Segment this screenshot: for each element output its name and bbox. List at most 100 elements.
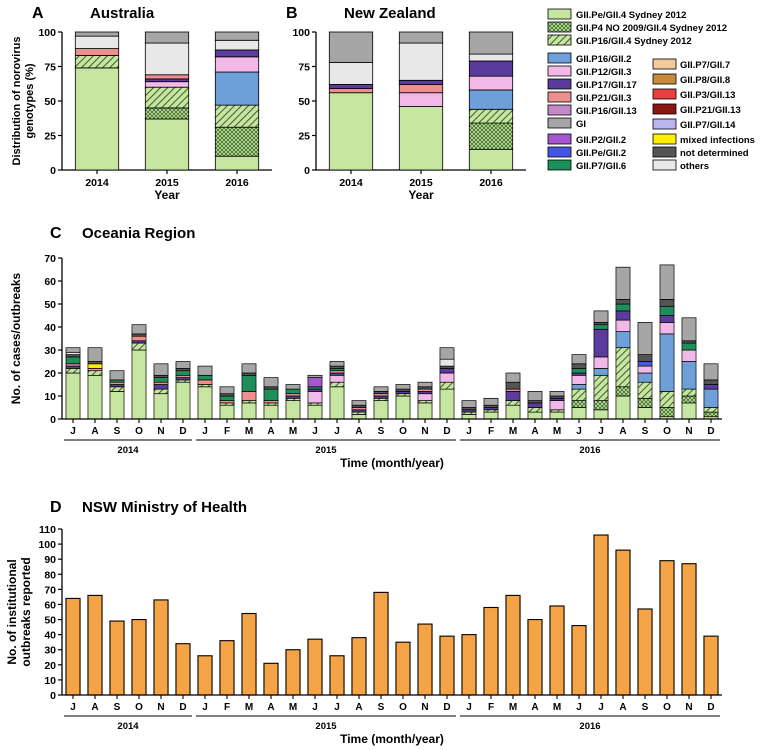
- bar-segment-sydney2012: [307, 404, 323, 420]
- bar-segment-sydney2012: [144, 118, 190, 171]
- x-tick-label: J: [334, 702, 340, 713]
- legend: GII.Pe/GII.4 Sydney 2012 GII.P4 NO 2009/G…: [547, 8, 755, 172]
- bar-segment-p21_gii3: [398, 84, 444, 94]
- x-tick-label: J: [312, 702, 318, 713]
- legend-swatch-others: [652, 159, 677, 171]
- bar-segment-p12_gii3: [571, 374, 587, 385]
- panel-letter: C: [50, 225, 62, 242]
- y-tick-label: 50: [44, 615, 56, 627]
- bar-segment-sydney2012: [131, 349, 147, 420]
- x-tick-label: O: [399, 426, 407, 437]
- bar: [329, 655, 345, 696]
- bar: [263, 662, 279, 696]
- year-label: 2015: [315, 445, 337, 456]
- bar-segment-sydney2012: [285, 400, 301, 420]
- bar: [175, 643, 191, 696]
- x-tick-label: N: [421, 426, 428, 437]
- legend-swatch-p7_gii14: [652, 118, 677, 130]
- x-tick-label: D: [179, 702, 186, 713]
- x-tick-label: M: [509, 426, 517, 437]
- bar-segment-gi: [74, 31, 120, 37]
- bar: [593, 534, 609, 696]
- x-tick-label: F: [488, 426, 494, 437]
- bar-segment-p7_gii6: [153, 377, 169, 383]
- panel-title: New Zealand: [344, 5, 436, 22]
- bar: [153, 599, 169, 696]
- legend-label: GII.P21/GII.3: [576, 93, 631, 104]
- bar-segment-p16_gii4: [74, 55, 120, 69]
- x-tick-label: S: [642, 426, 649, 437]
- x-axis-title: Year: [408, 188, 434, 202]
- bar-segment-gi: [65, 347, 81, 353]
- bar-segment-p7_gii6: [65, 356, 81, 365]
- bar-segment-p17_gii17: [328, 84, 374, 89]
- bar-segment-p12_gii3: [659, 322, 675, 335]
- bar-segment-p16_gii4: [703, 407, 719, 413]
- bar-segment-sydney2012: [681, 402, 697, 420]
- bar-segment-sydney2012: [549, 411, 565, 420]
- bar-segment-others: [74, 35, 120, 49]
- bar-segment-gi: [153, 363, 169, 376]
- year-label: 2014: [117, 721, 139, 732]
- year-label: 2016: [579, 721, 600, 732]
- bar-segment-sydney2012: [175, 381, 191, 420]
- bar-segment-p12_gii3: [468, 75, 514, 91]
- y-tick-label: 40: [44, 630, 56, 642]
- bar-segment-gi: [593, 310, 609, 323]
- bar: [439, 635, 455, 696]
- legend-swatch-p16_gii2: [547, 52, 572, 64]
- bar: [219, 640, 235, 696]
- bar-segment-gi: [549, 391, 565, 397]
- bar-segment-pe_gii2: [637, 361, 653, 367]
- year-label: 2016: [579, 445, 600, 456]
- bar-segment-p12_gii3: [439, 372, 455, 383]
- bar: [131, 618, 147, 696]
- bar: [417, 623, 433, 696]
- legend-swatch-p21_gii13: [652, 103, 677, 115]
- bar-segment-gi: [131, 324, 147, 335]
- bar-segment-gi: [328, 31, 374, 63]
- bar-segment-p12_gii3: [615, 319, 631, 332]
- y-axis-title: No. of cases/outbreaks: [9, 272, 23, 404]
- bar-segment-p16_gii2: [468, 89, 514, 110]
- bar-segment-sydney2012: [219, 404, 235, 420]
- panel-d: D NSW Ministry of Health 0 10 20 30 40 50 60 70 80…: [5, 499, 722, 746]
- y-tick-label: 40: [44, 322, 56, 334]
- bar: [659, 560, 675, 696]
- legend-label: GII.P16/GII.2: [576, 54, 631, 65]
- bar-segment-p7_gii6: [197, 374, 213, 381]
- x-tick-label: M: [509, 702, 517, 713]
- bar-segment-sydney2012: [505, 404, 521, 420]
- y-tick-label: 70: [44, 253, 56, 265]
- bar-segment-gi: [571, 354, 587, 365]
- bar-segment-p16_gii4: [468, 108, 514, 124]
- bar-segment-p12_gii3: [549, 400, 565, 411]
- bar-segment-p17_gii17: [398, 79, 444, 85]
- x-tick-label: F: [224, 702, 230, 713]
- panel-a: A Australia 0 25 50 75 100 2014 2015 2016 Year Dist…: [11, 5, 272, 202]
- x-tick-label: O: [135, 702, 143, 713]
- bar-segment-sydney2012: [197, 386, 213, 420]
- x-tick-label: 2016: [479, 177, 503, 189]
- y-tick-label: 70: [44, 584, 56, 596]
- bar-segment-gi: [703, 363, 719, 381]
- bar-segment-gi: [505, 372, 521, 383]
- bar-segment-p17_gii17: [144, 78, 190, 83]
- bar: [703, 635, 719, 696]
- bar-segment-p16_gii2: [681, 361, 697, 390]
- panel-title: Australia: [90, 5, 155, 22]
- y-tick-label: 110: [39, 524, 56, 536]
- bar-segment-gi: [351, 400, 367, 406]
- bar-segment-others: [398, 42, 444, 81]
- bar-segment-others: [439, 358, 455, 367]
- x-tick-label: 2015: [155, 177, 179, 189]
- legend-swatch-p3_gii13: [652, 88, 677, 100]
- bar: [241, 612, 257, 696]
- x-tick-label: N: [421, 702, 428, 713]
- bar-segment-p16_gii4: [615, 347, 631, 388]
- bar-segment-p16_gii4: [681, 388, 697, 397]
- bar-segment-sydney2012: [395, 395, 411, 420]
- bar-segment-p21_gii3: [144, 74, 190, 80]
- bar-segment-gi: [285, 384, 301, 390]
- y-tick-label: 100: [38, 539, 56, 551]
